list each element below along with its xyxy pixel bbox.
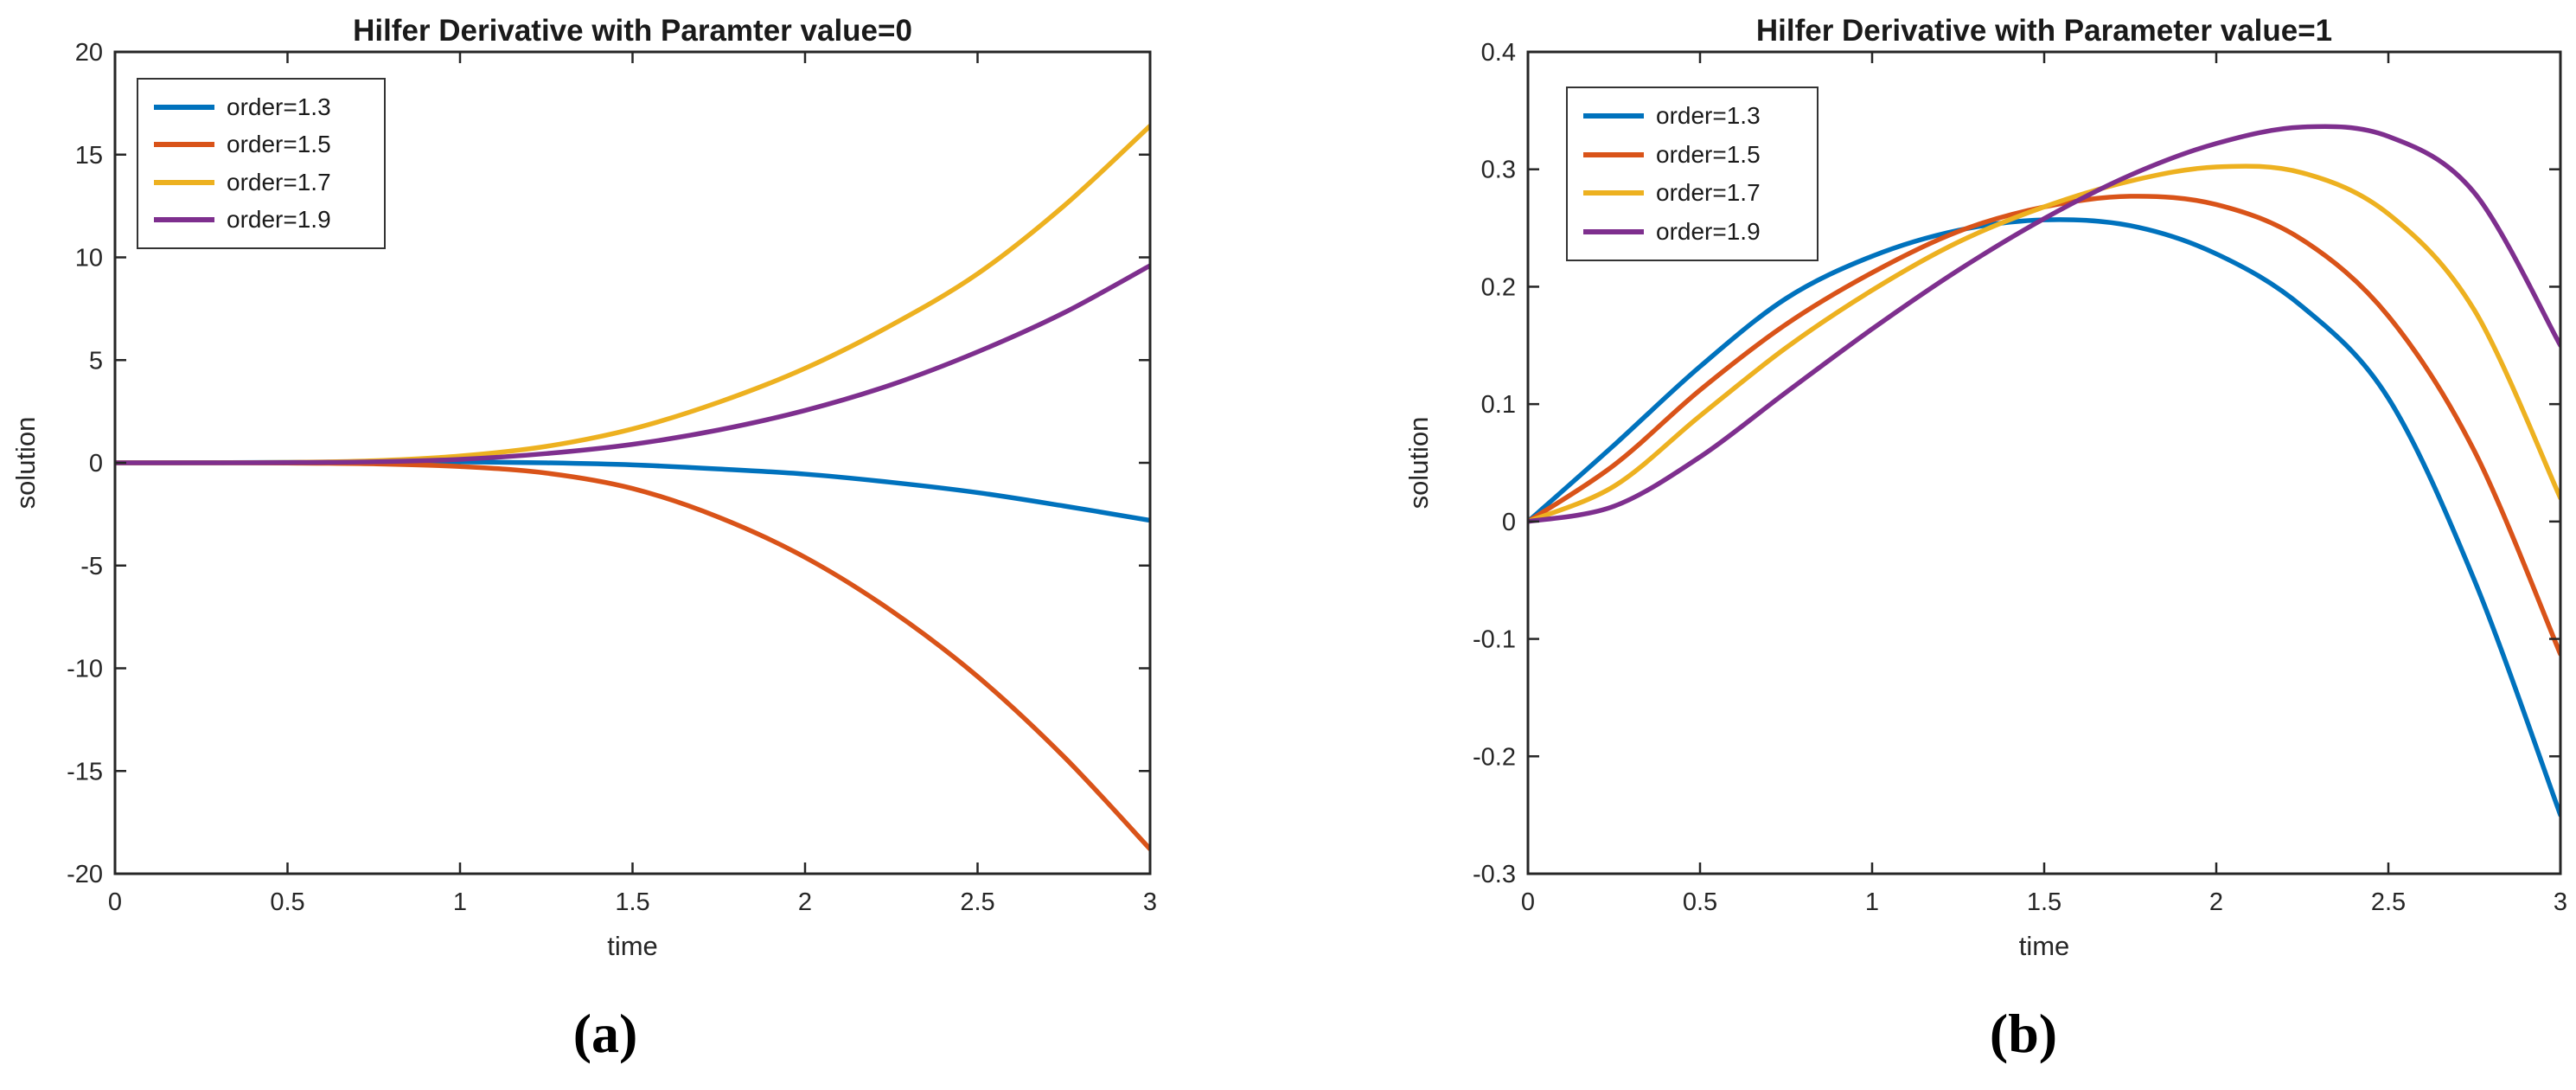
legend-item: order=1.5 <box>1568 141 1817 169</box>
x-tick-label: 1.5 <box>615 888 649 916</box>
chart-a-ylabel: solution <box>10 416 41 510</box>
legend-line-swatch <box>1583 228 1644 234</box>
y-tick-label: 10 <box>75 245 103 272</box>
legend-label: order=1.5 <box>227 131 331 158</box>
chart-b-legend: order=1.3 order=1.5 order=1.7 order=1.9 <box>1566 87 1819 261</box>
y-tick-label: 0 <box>89 450 103 478</box>
legend-label: order=1.7 <box>1656 179 1761 207</box>
y-tick-label: -5 <box>80 553 103 580</box>
legend-item: order=1.9 <box>1568 218 1817 246</box>
chart-a: 0 0.5 1 1.5 2 2.5 3 -20 -15 -10 -5 0 5 10 15 20 Hilfer … <box>10 14 1157 1064</box>
x-tick-label: 2.5 <box>2371 888 2406 916</box>
x-tick-label: 2 <box>2209 888 2223 916</box>
legend-item: order=1.7 <box>138 169 384 196</box>
legend-label: order=1.3 <box>1656 102 1761 130</box>
y-tick-label: 0.1 <box>1481 391 1516 419</box>
legend-item: order=1.3 <box>138 93 384 121</box>
y-tick-label: 0.2 <box>1481 273 1516 301</box>
legend-line-swatch <box>154 142 214 148</box>
legend-item: order=1.7 <box>1568 179 1817 207</box>
x-tick-label: 1.5 <box>2027 888 2061 916</box>
legend-item: order=1.9 <box>138 206 384 234</box>
x-tick-label: 0.5 <box>1683 888 1717 916</box>
chart-a-plot-area: 0 0.5 1 1.5 2 2.5 3 -20 -15 -10 -5 0 5 10 15 20 <box>67 39 1157 916</box>
curve-order-1.5 <box>1528 194 2560 657</box>
legend-line-swatch <box>1583 151 1644 157</box>
legend-line-swatch <box>154 104 214 110</box>
chart-b-caption: (b) <box>1989 1003 2058 1064</box>
chart-a-title: Hilfer Derivative with Paramter value=0 <box>353 14 912 48</box>
curve-order-1.3 <box>1528 217 2560 818</box>
y-tick-label: 15 <box>75 142 103 170</box>
y-tick-label: -0.2 <box>1473 743 1516 771</box>
chart-b-xlabel: time <box>2018 931 2070 961</box>
x-tick-label: 3 <box>2554 888 2567 916</box>
x-tick-label: 1 <box>1865 888 1879 916</box>
curve-order-1.5 <box>115 460 1150 852</box>
chart-a-xlabel: time <box>607 931 658 961</box>
chart-b: 0 0.5 1 1.5 2 2.5 3 -0.3 -0.2 -0.1 0 0.1 0.2 0.3 0.4 H… <box>1288 0 2576 1090</box>
x-tick-label: 1 <box>453 888 467 916</box>
chart-b-ylabel: solution <box>1403 416 1434 510</box>
curve-order-1.7 <box>1528 164 2560 524</box>
chart-b-plot-area: 0 0.5 1 1.5 2 2.5 3 -0.3 -0.2 -0.1 0 0.1 0.2 0.3 0.4 <box>1473 39 2567 916</box>
legend-item: order=1.3 <box>1568 102 1817 130</box>
curve-order-1.9 <box>115 263 1150 465</box>
chart-a-caption: (a) <box>572 1003 638 1064</box>
x-tick-label: 0.5 <box>270 888 304 916</box>
legend-line-swatch <box>1583 190 1644 196</box>
y-tick-label: -15 <box>67 758 103 785</box>
y-tick-label: 0.4 <box>1481 39 1516 67</box>
y-tick-label: 20 <box>75 39 103 67</box>
legend-label: order=1.7 <box>227 168 331 196</box>
legend-label: order=1.9 <box>227 206 331 234</box>
legend-line-swatch <box>154 179 214 185</box>
x-tick-label: 2 <box>798 888 812 916</box>
y-tick-label: -0.3 <box>1473 861 1516 888</box>
legend-label: order=1.5 <box>1656 140 1761 168</box>
x-tick-label: 0 <box>1521 888 1535 916</box>
curve-order-1.3 <box>115 459 1150 523</box>
legend-label: order=1.3 <box>227 93 331 120</box>
legend-label: order=1.9 <box>1656 217 1761 245</box>
chart-a-legend: order=1.3 order=1.5 order=1.7 order=1.9 <box>137 78 386 249</box>
y-tick-label: -20 <box>67 861 103 888</box>
legend-item: order=1.5 <box>138 131 384 158</box>
chart-b-title: Hilfer Derivative with Parameter value=1 <box>1755 14 2333 48</box>
legend-line-swatch <box>1583 113 1644 119</box>
y-tick-label: 0 <box>1502 509 1516 536</box>
legend-line-swatch <box>154 217 214 223</box>
y-tick-label: 0.3 <box>1481 157 1516 184</box>
y-tick-label: -10 <box>67 656 103 683</box>
x-tick-label: 0 <box>108 888 122 916</box>
curve-order-1.9 <box>1528 124 2560 524</box>
y-tick-label: 5 <box>89 347 103 375</box>
y-tick-label: -0.1 <box>1473 626 1516 654</box>
x-tick-label: 2.5 <box>960 888 994 916</box>
x-tick-label: 3 <box>1143 888 1157 916</box>
